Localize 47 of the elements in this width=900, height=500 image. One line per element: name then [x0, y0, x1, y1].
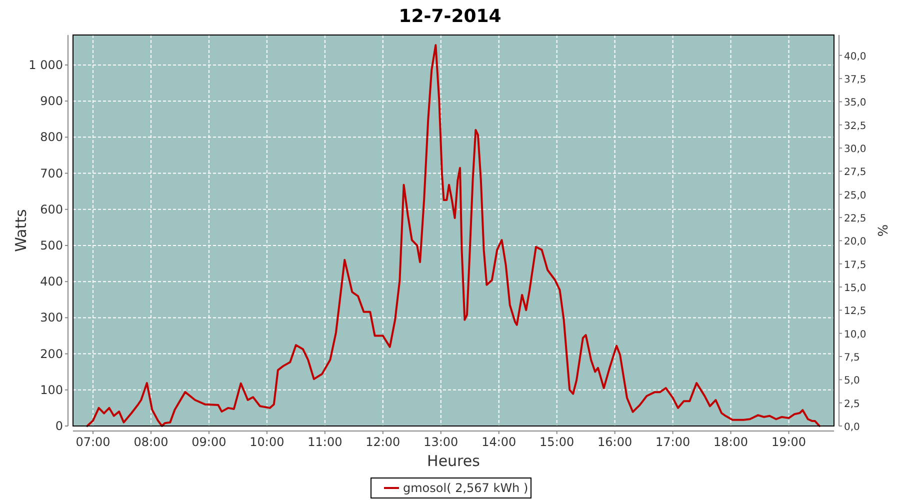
- x-tick-label: 18:00: [713, 435, 748, 449]
- y-tick-label: 100: [40, 382, 63, 397]
- x-axis-title: Heures: [427, 452, 480, 470]
- line-series: [86, 44, 821, 427]
- x-tick-label: 10:00: [250, 435, 284, 449]
- x-tick-label: 11:00: [308, 435, 342, 449]
- x-tick-label: 14:00: [482, 435, 516, 449]
- y2-tick-label: 25,0: [844, 190, 866, 202]
- y2-tick-label: 10,0: [844, 329, 866, 340]
- x-tick-label: 13:00: [424, 435, 458, 449]
- y-tick-label: 1 000: [28, 58, 63, 72]
- y-tick-label: 700: [40, 166, 63, 180]
- y2-tick-label: 35,0: [844, 98, 866, 109]
- y2-tick-label: 27,5: [844, 167, 866, 178]
- y-tick-label: 800: [40, 130, 63, 144]
- y2-tick-label: 12,5: [844, 306, 866, 318]
- y2-tick-label: 17,5: [844, 260, 866, 271]
- y2-tick-label: 7,5: [844, 352, 860, 364]
- y2-tick-label: 2,5: [844, 398, 860, 410]
- y-tick-label: 0: [55, 419, 63, 433]
- x-tick-label: 09:00: [192, 435, 226, 449]
- x-tick-label: 12:00: [366, 435, 400, 449]
- legend-label: gmosol( 2,567 kWh ): [403, 481, 528, 495]
- y2-tick-label: 37,5: [844, 74, 866, 86]
- y2-axis-title: %: [874, 224, 889, 237]
- y-tick-label: 900: [40, 94, 63, 108]
- y2-tick-label: 40,0: [844, 51, 866, 62]
- chart-title: 12-7-2014: [398, 6, 502, 27]
- y-tick-label: 500: [40, 238, 63, 252]
- y2-tick-label: 5,0: [844, 376, 860, 387]
- y2-tick-label: 30,0: [844, 144, 866, 156]
- y-axis-title: Watts: [12, 209, 30, 252]
- x-tick-label: 16:00: [598, 435, 632, 449]
- y-tick-label: 400: [40, 274, 63, 289]
- y2-tick-label: 32,5: [844, 120, 866, 132]
- x-tick-label: 08:00: [134, 435, 168, 449]
- y2-tick-label: 0,0: [844, 422, 860, 433]
- x-tick-label: 19:00: [771, 435, 806, 449]
- y2-tick-label: 15,0: [844, 283, 866, 294]
- y2-tick-label: 20,0: [844, 236, 866, 248]
- y-tick-label: 200: [40, 346, 63, 361]
- x-tick-label: 17:00: [656, 435, 690, 449]
- x-tick-label: 07:00: [76, 435, 110, 449]
- x-tick-label: 15:00: [540, 435, 574, 449]
- y-tick-label: 300: [40, 310, 63, 325]
- y2-tick-label: 22,5: [844, 214, 866, 225]
- y-tick-label: 600: [40, 202, 63, 216]
